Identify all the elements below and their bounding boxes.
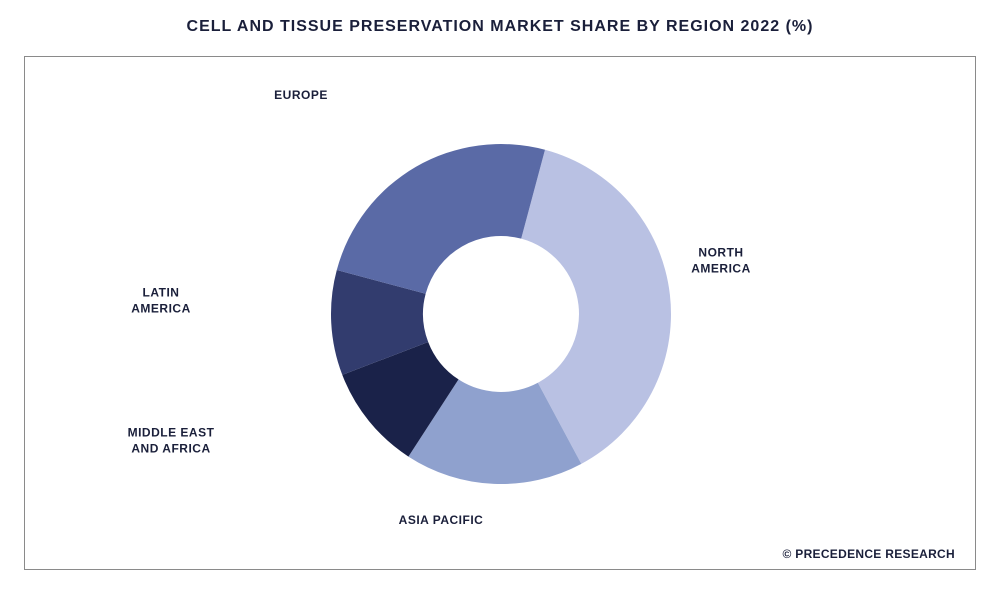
- slice-label-0: NORTH AMERICA: [691, 245, 751, 276]
- slice-label-2: MIDDLE EAST AND AFRICA: [128, 425, 215, 456]
- credit-text: © PRECEDENCE RESEARCH: [782, 547, 955, 561]
- chart-title: CELL AND TISSUE PRESERVATION MARKET SHAR…: [0, 0, 1000, 36]
- slice-label-1: ASIA PACIFIC: [399, 513, 484, 529]
- slice-label-4: EUROPE: [274, 88, 328, 104]
- slice-label-3: LATIN AMERICA: [131, 285, 191, 316]
- slice-4: [337, 144, 545, 294]
- chart-frame: NORTH AMERICA ASIA PACIFIC MIDDLE EAST AND…: [24, 56, 976, 570]
